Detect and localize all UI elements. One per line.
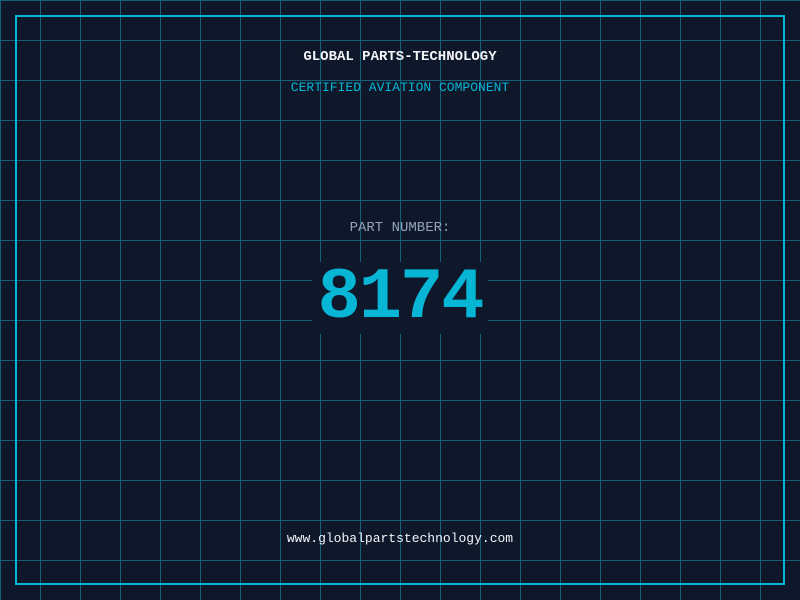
part-number-label: PART NUMBER:	[349, 220, 451, 236]
subtitle: CERTIFIED AVIATION COMPONENT	[290, 80, 510, 95]
part-number-value: 8174	[312, 262, 488, 334]
card-border	[15, 15, 785, 585]
company-title: GLOBAL PARTS-TECHNOLOGY	[303, 49, 497, 65]
website-url: www.globalpartstechnology.com	[286, 531, 514, 546]
